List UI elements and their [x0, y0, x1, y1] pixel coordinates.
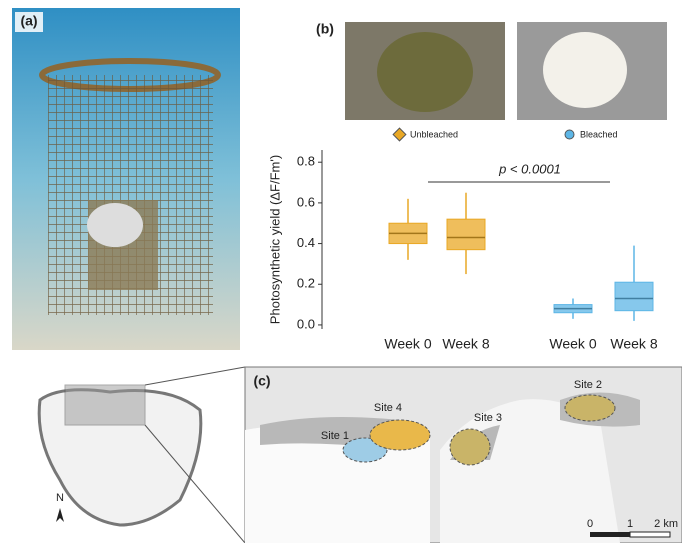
panel-label: (b) [316, 21, 334, 37]
panel-label: (c) [253, 373, 270, 389]
legend-swatch [564, 129, 575, 140]
x-tick-label: Week 0 [384, 336, 431, 352]
site-label: Site 1 [321, 430, 349, 442]
y-tick-label: 0.2 [297, 276, 315, 291]
x-tick-label: Week 8 [610, 336, 657, 352]
legend-swatch [392, 127, 407, 142]
detail-map [244, 366, 682, 543]
site-label: Site 4 [374, 402, 402, 414]
coral-photos [345, 22, 667, 120]
box [614, 281, 654, 312]
y-tick-label: 0.6 [297, 194, 315, 209]
island-map [37, 366, 246, 543]
scale-label: 0 [587, 518, 593, 530]
scale-label: 2 km [654, 518, 678, 530]
x-tick-label: Week 8 [442, 336, 489, 352]
box [446, 218, 486, 251]
panel-label: (a) [20, 13, 37, 29]
label-bg [15, 12, 43, 32]
cage-photo [12, 8, 240, 350]
north-label: N [56, 492, 64, 504]
x-tick-label: Week 0 [549, 336, 596, 352]
scale-label: 1 [627, 518, 633, 530]
legend-label: Unbleached [410, 129, 458, 139]
site-label: Site 3 [474, 412, 502, 424]
y-tick-label: 0.8 [297, 154, 315, 169]
p-value: p < 0.0001 [498, 161, 561, 176]
y-tick-label: 0.0 [297, 316, 315, 331]
legend-label: Bleached [580, 129, 618, 139]
y-tick-label: 0.4 [297, 235, 315, 250]
y-axis-label: Photosynthetic yield (ΔF/Fm') [267, 155, 282, 324]
site-label: Site 2 [574, 379, 602, 391]
